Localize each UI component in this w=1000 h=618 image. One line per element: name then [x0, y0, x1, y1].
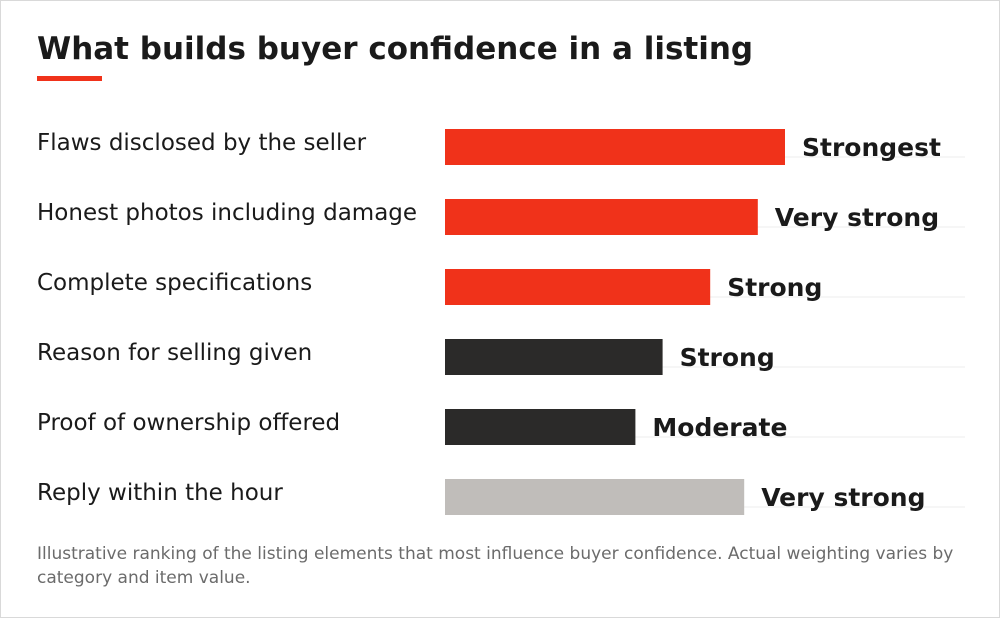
category-label: Complete specifications: [37, 270, 312, 296]
bar: [445, 409, 636, 445]
bar: [445, 479, 745, 515]
chart-footnote: Illustrative ranking of the listing elem…: [37, 544, 954, 588]
value-label: Moderate: [652, 413, 787, 442]
bar: [445, 339, 663, 375]
value-label: Strongest: [802, 133, 941, 162]
category-label: Flaws disclosed by the seller: [37, 130, 367, 156]
title-accent-rule: [37, 76, 102, 81]
category-label: Reason for selling given: [37, 340, 312, 366]
value-label: Very strong: [775, 203, 939, 232]
value-label: Strong: [680, 343, 775, 372]
bar: [445, 269, 711, 305]
value-label: Strong: [727, 273, 822, 302]
chart-title: What builds buyer confidence in a listin…: [37, 31, 754, 67]
category-label: Proof of ownership offered: [37, 410, 340, 436]
bar: [445, 129, 785, 165]
category-label: Honest photos including damage: [37, 200, 417, 226]
category-label: Reply within the hour: [37, 480, 283, 506]
bar: [445, 199, 758, 235]
value-label: Very strong: [761, 483, 925, 512]
bar-chart: Flaws disclosed by the seller Strongest Ho…: [37, 129, 965, 515]
